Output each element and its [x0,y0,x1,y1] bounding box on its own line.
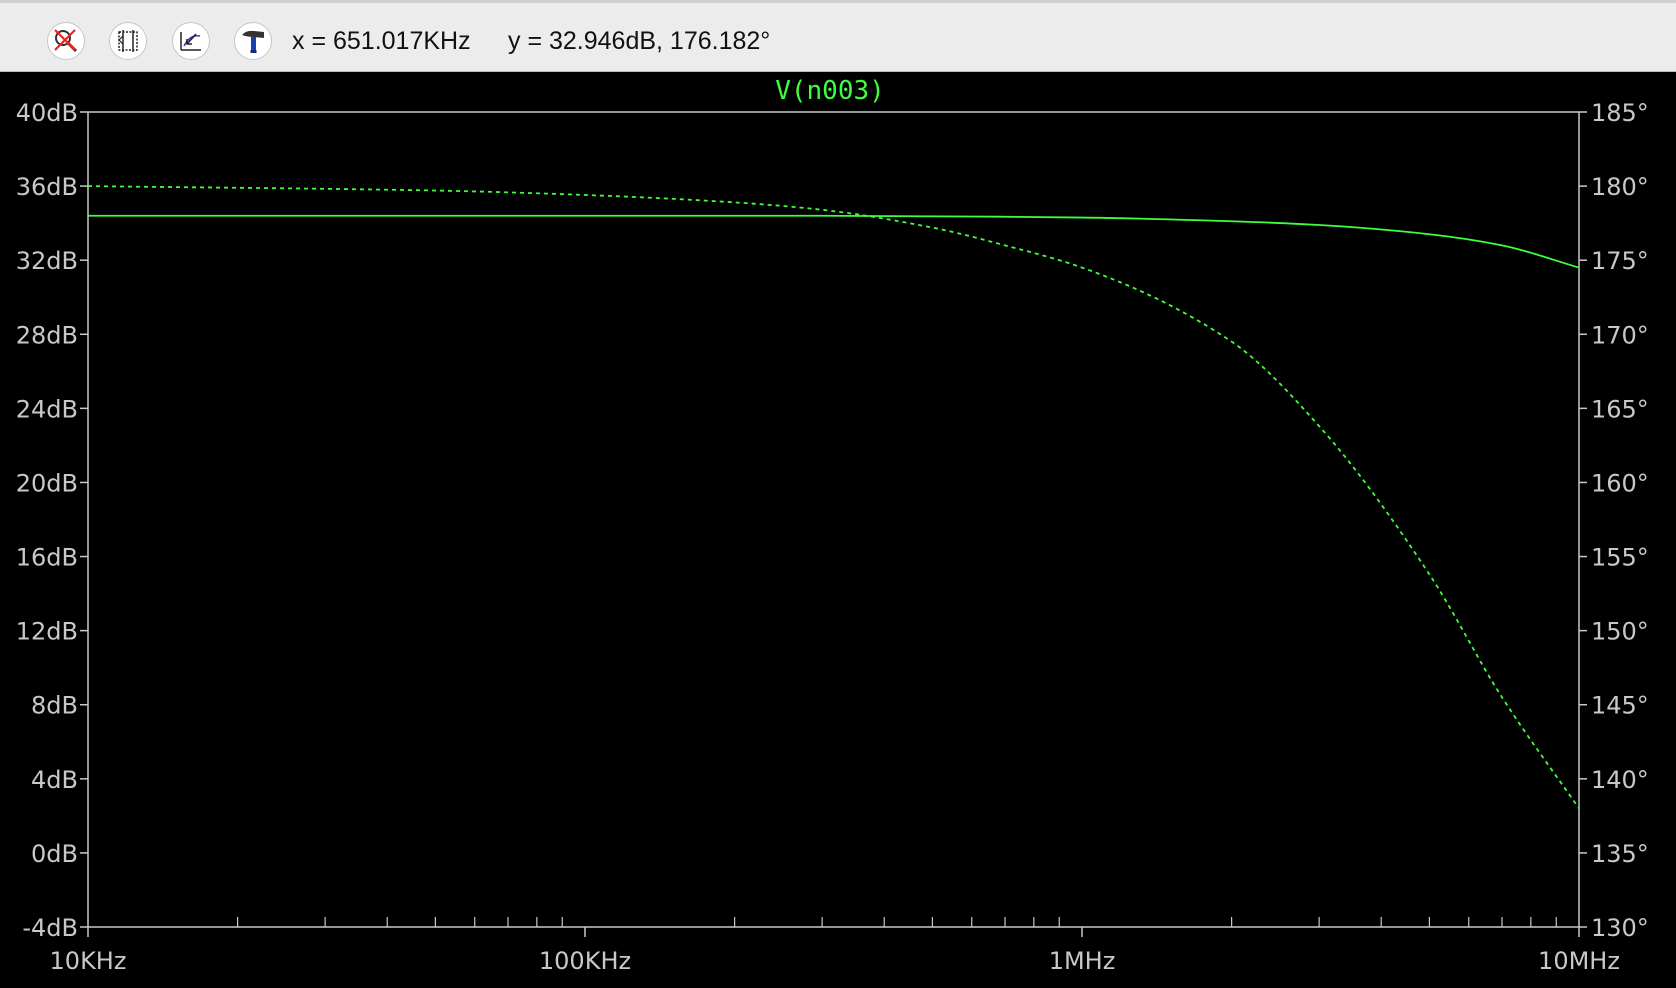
magnitude-trace[interactable] [87,214,1580,269]
traces [87,185,1580,809]
toolbar: x = 651.017KHz y = 32.946dB, 176.182° [0,0,1676,72]
left-y-tick-label[interactable]: 4dB [31,766,78,794]
x-tick-label[interactable]: 10KHz [50,947,127,975]
left-y-tick-label[interactable]: 24dB [16,395,78,423]
axis-labels: 40dB 185° 36dB 180° 32dB 175° 28dB 170° 24dB 165°… [16,99,1649,975]
plot-frame [87,111,1580,928]
right-y-tick-label[interactable]: 135° [1591,840,1649,868]
trace-title[interactable]: V(n003) [775,76,885,106]
right-y-tick-label[interactable]: 150° [1591,618,1649,646]
left-y-tick-label[interactable]: 16dB [16,544,78,572]
right-y-tick-label[interactable]: 130° [1591,914,1649,942]
right-y-tick-label[interactable]: 160° [1591,469,1649,497]
zoom-extents-button[interactable] [109,22,147,60]
left-y-tick-label[interactable]: 28dB [16,321,78,349]
autorange-button[interactable] [47,22,85,60]
right-y-tick-label[interactable]: 185° [1591,99,1649,127]
hammer-icon [242,30,264,53]
left-y-tick-label[interactable]: 0dB [31,840,78,868]
x-tick-label[interactable]: 10MHz [1538,947,1620,975]
plot-pane[interactable]: V(n003) 40dB 185° 36dB 180° 32dB 175° 28dB 170°… [0,72,1676,988]
cursor-x-readout: x = 651.017KHz [292,27,471,55]
hammer-button[interactable] [234,22,272,60]
right-y-tick-label[interactable]: 145° [1591,692,1649,720]
right-y-tick-label[interactable]: 170° [1591,321,1649,349]
right-y-tick-label[interactable]: 140° [1591,766,1649,794]
x-tick-label[interactable]: 1MHz [1049,947,1116,975]
left-y-tick-label[interactable]: 36dB [16,173,78,201]
right-y-tick-label[interactable]: 175° [1591,247,1649,275]
left-y-tick-label[interactable]: 8dB [31,692,78,720]
left-y-tick-label[interactable]: 32dB [16,247,78,275]
axis-ticks [80,111,1587,937]
left-y-tick-label[interactable]: 12dB [16,618,78,646]
zoom-back-button[interactable] [172,22,210,60]
right-y-tick-label[interactable]: 155° [1591,544,1649,572]
zoom-back-icon [180,32,201,51]
phase-trace[interactable] [87,185,1580,809]
cursor-y-readout: y = 32.946dB, 176.182° [508,27,771,55]
zoom-extents-icon [118,30,138,52]
left-y-tick-label[interactable]: 40dB [16,99,78,127]
right-y-tick-label[interactable]: 165° [1591,395,1649,423]
left-y-tick-label[interactable]: 20dB [16,469,78,497]
autorange-icon [54,29,78,53]
right-y-tick-label[interactable]: 180° [1591,173,1649,201]
left-y-tick-label[interactable]: -4dB [22,914,78,942]
plot-background [0,72,1676,988]
x-tick-label[interactable]: 100KHz [539,947,631,975]
